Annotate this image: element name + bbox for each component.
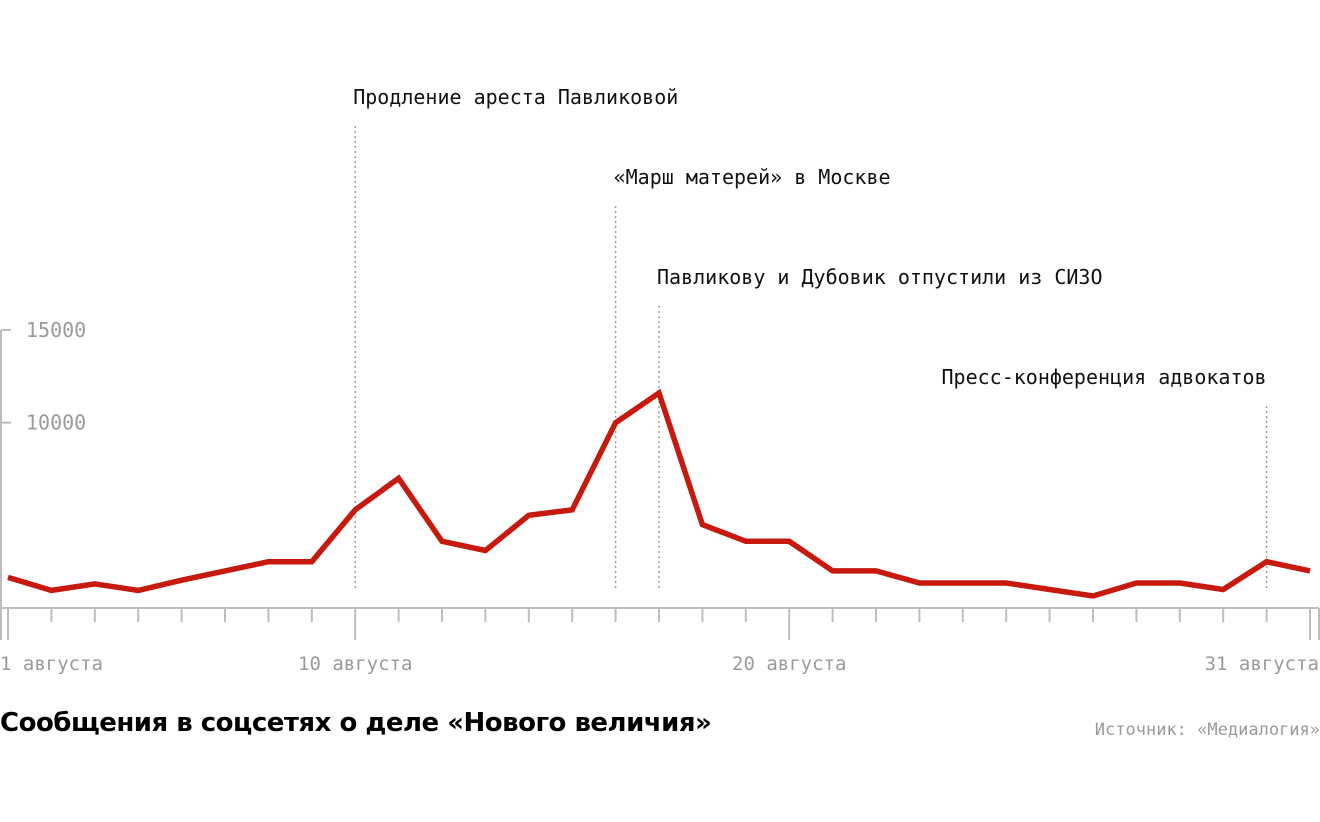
x-tick-label-2: 10 августа <box>298 653 412 675</box>
annotation-label-1: Продление ареста Павликовой <box>353 85 678 109</box>
x-axis: 1 августа 10 августа 20 августа 31 августа <box>0 607 1320 675</box>
x-tick-label-1: 1 августа <box>0 653 103 675</box>
annotations: Продление ареста Павликовой «Марш матерей… <box>353 85 1268 588</box>
x-tick-label-3: 20 августа <box>732 653 846 675</box>
annotation-label-3: Павликову и Дубовик отпустили из СИЗО <box>657 265 1103 289</box>
x-tick-label-4: 31 августа <box>1205 653 1319 675</box>
series-line-1 <box>7 388 1311 599</box>
y-tick-label-10000: 10000 <box>26 411 86 435</box>
y-tick-label-15000: 15000 <box>26 318 86 342</box>
source-label: Источник: <box>1094 720 1187 740</box>
source-value: «Медиалогия» <box>1197 720 1320 740</box>
annotation-label-4: Пресс-конференция адвокатов <box>941 365 1266 389</box>
annotation-label-2: «Марш матерей» в Москве <box>614 165 891 189</box>
source-note: Источник: «Медиалогия» <box>1095 720 1320 740</box>
chart-title: Сообщения в соцсетях о деле «Нового вели… <box>0 708 712 738</box>
y-axis: 10000 15000 <box>0 318 86 640</box>
series <box>7 388 1311 599</box>
